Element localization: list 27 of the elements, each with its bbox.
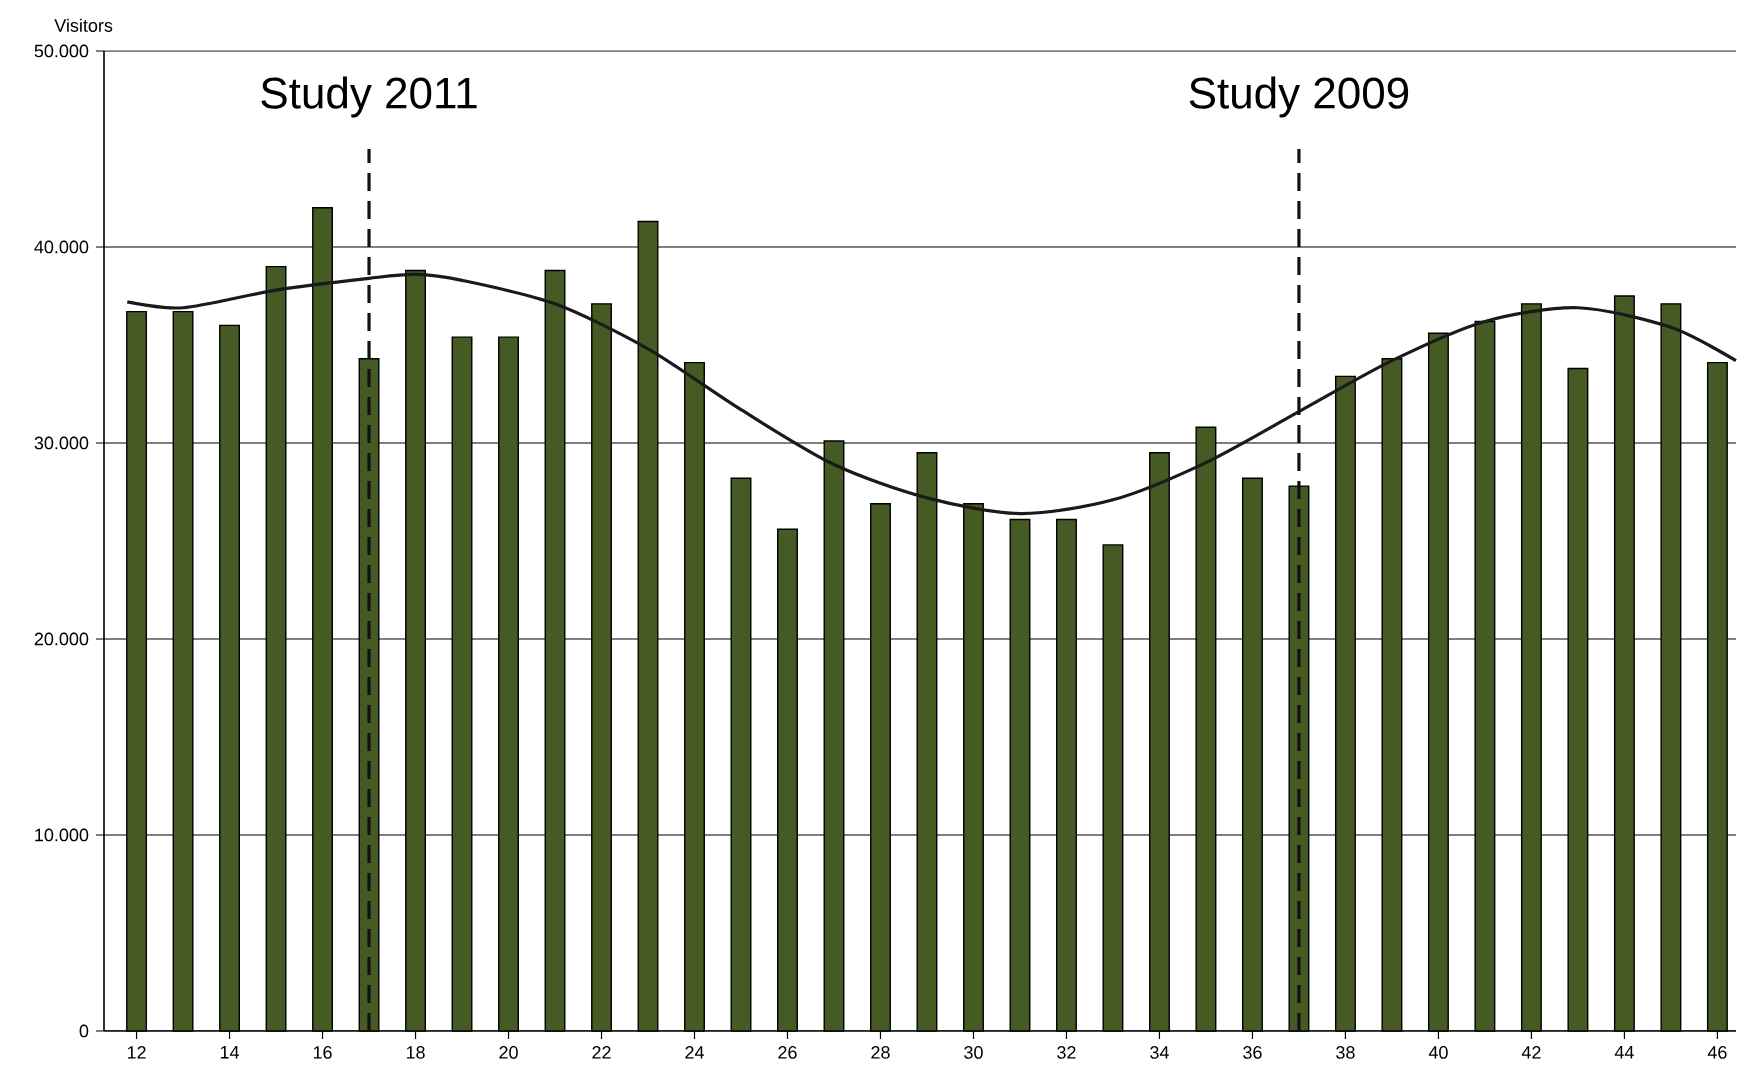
x-tick-label: 20 <box>499 1046 518 1059</box>
x-tick-label: 34 <box>1150 1046 1169 1059</box>
ref-line-label: Study 2009 <box>1189 76 1409 118</box>
ref-line-label: Study 2011 <box>261 76 477 118</box>
y-axis-title: Visitors <box>54 18 113 32</box>
y-tick-label: 40.000 <box>34 240 89 254</box>
x-tick-label: 40 <box>1428 1046 1448 1059</box>
y-tick-label: 50.000 <box>34 44 89 58</box>
x-tick-label: 32 <box>1057 1046 1076 1059</box>
x-tick-label: 18 <box>406 1046 425 1059</box>
x-tick-label: 38 <box>1336 1046 1355 1059</box>
x-tick-label: 28 <box>871 1046 890 1059</box>
x-tick-label: 24 <box>685 1046 704 1059</box>
x-tick-label: 26 <box>778 1046 797 1059</box>
x-tick-label: 12 <box>127 1046 146 1059</box>
x-tick-label: 16 <box>313 1046 332 1059</box>
x-tick-label: 30 <box>964 1046 983 1059</box>
y-tick-label: 0 <box>79 1024 89 1038</box>
x-tick-label: 14 <box>220 1046 240 1059</box>
x-tick-label: 36 <box>1243 1046 1262 1059</box>
y-tick-label: 20.000 <box>34 632 89 646</box>
x-tick-label: 22 <box>592 1046 611 1059</box>
x-tick-label: 46 <box>1707 1046 1727 1059</box>
x-tick-label: 42 <box>1521 1046 1541 1059</box>
x-tick-label: 44 <box>1614 1046 1634 1059</box>
y-tick-label: 30.000 <box>34 436 89 450</box>
y-tick-label: 10.000 <box>35 828 89 842</box>
